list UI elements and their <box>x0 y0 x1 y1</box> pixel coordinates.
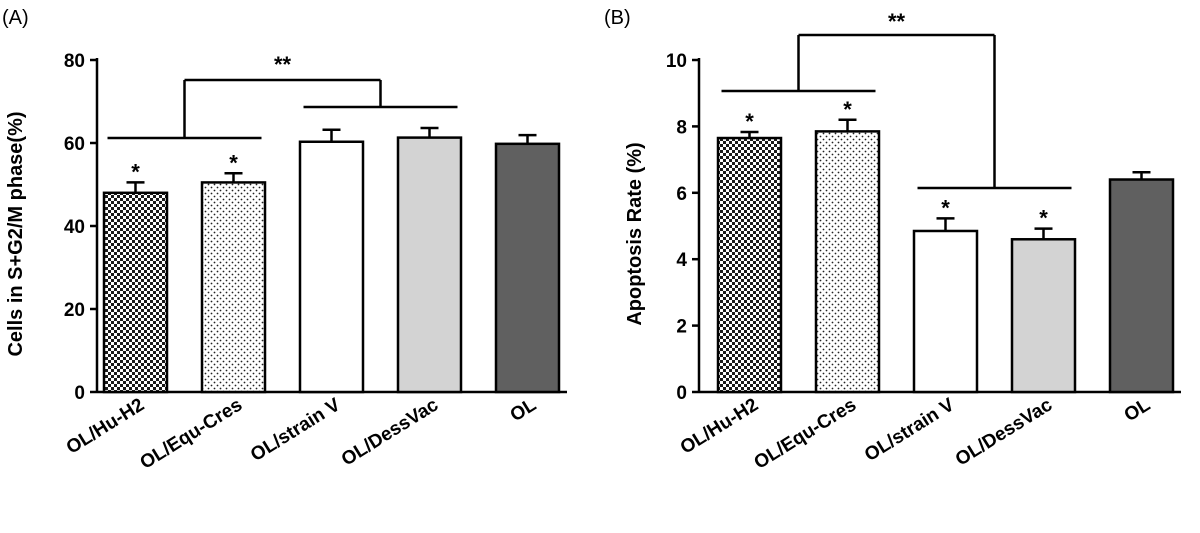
category-label: OL/DessVac <box>952 394 1057 470</box>
significance-marker: * <box>229 150 238 175</box>
y-tick-label: 2 <box>676 317 687 338</box>
bracket-significance: ** <box>274 52 292 77</box>
category-label: OL/Equ-Cres <box>137 394 247 473</box>
bar <box>912 229 979 394</box>
bar <box>494 142 561 394</box>
y-tick-label: 8 <box>676 117 687 138</box>
significance-marker: * <box>131 159 140 184</box>
significance-marker: * <box>745 109 754 134</box>
y-axis-label: Cells in S+G2/M phase(%) <box>5 111 27 356</box>
panel-b: (B) 0 2 4 6 8 10 Apoptosis Rate (%) * OL/Hu-H2 * OL… <box>604 7 1181 474</box>
y-tick-label: 20 <box>64 300 85 321</box>
bar <box>814 130 881 394</box>
y-tick-label: 4 <box>676 250 687 271</box>
category-label: OL/strain V <box>247 394 344 466</box>
significance-marker: * <box>941 195 950 220</box>
y-axis-label: Apoptosis Rate (%) <box>624 142 646 325</box>
y-tick-label: 0 <box>676 383 687 404</box>
category-label: OL <box>1121 394 1155 426</box>
panel-label: (B) <box>604 7 631 29</box>
bar <box>298 140 365 394</box>
y-tick-label: 80 <box>64 51 85 72</box>
bar <box>102 191 169 394</box>
y-tick-label: 6 <box>676 184 687 205</box>
y-tick-label: 0 <box>74 383 85 404</box>
bar <box>200 181 267 394</box>
y-tick-label: 60 <box>64 134 85 155</box>
bar <box>716 136 783 394</box>
category-label: OL <box>507 394 541 426</box>
category-label: OL/Hu-H2 <box>63 394 148 458</box>
panel-a: (A) 0 20 40 60 80 Cells in S+G2/M phase(%) * OL/… <box>2 7 567 474</box>
bracket-significance: ** <box>888 9 906 34</box>
panel-label: (A) <box>2 7 29 29</box>
category-label: OL/DessVac <box>338 394 443 470</box>
category-label: OL/Equ-Cres <box>751 394 861 473</box>
category-label: OL/strain V <box>861 394 958 466</box>
significance-marker: * <box>1039 206 1048 231</box>
significance-marker: * <box>843 97 852 122</box>
y-tick-label: 10 <box>666 51 687 72</box>
bar <box>1010 238 1077 394</box>
category-label: OL/Hu-H2 <box>677 394 762 458</box>
bar <box>1108 178 1175 394</box>
bar <box>396 136 463 394</box>
y-tick-label: 40 <box>64 217 85 238</box>
